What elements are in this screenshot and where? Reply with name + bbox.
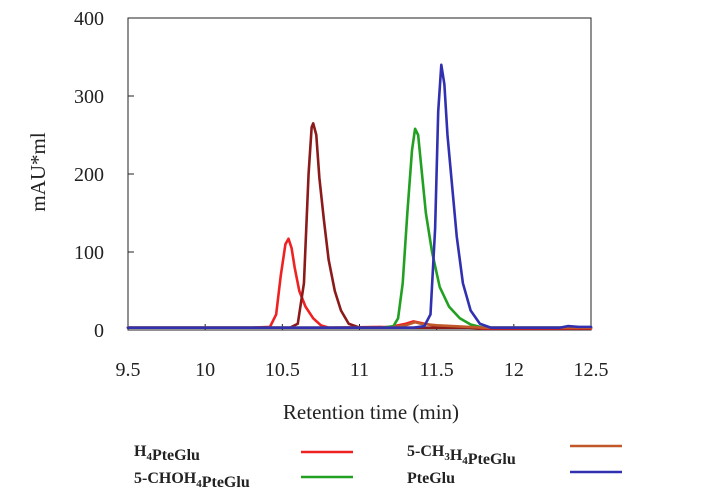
series-line-0: [126, 237, 593, 330]
x-axis-title: Retention time (min): [283, 400, 459, 424]
x-tick-label: 10.5: [265, 359, 300, 381]
y-tick-label: 400: [74, 8, 104, 30]
y-axis-title: mAU*ml: [26, 132, 50, 212]
series-line-4: [126, 63, 593, 329]
x-tick-label: 9.5: [116, 359, 141, 381]
x-tick-label: 12: [504, 359, 524, 381]
series-line-2: [126, 127, 593, 329]
legend-label-2: 5-CH3H4PteGlu: [407, 443, 516, 468]
x-tick-label: 12.5: [574, 359, 609, 381]
x-axis: 9.5 10 10.5 11 11.5 12 12.5: [116, 324, 609, 381]
series-layer: [126, 63, 593, 330]
legend-label-3: PteGlu: [407, 470, 455, 487]
y-tick-label: 200: [74, 164, 104, 186]
x-tick-label: 11.5: [420, 359, 454, 381]
legend-label-1: 5-CHOH4PteGlu: [134, 470, 250, 491]
legend: H4PteGlu 5-CHOH4PteGlu 5-CH3H4PteGlu PteGlu: [134, 443, 622, 491]
x-tick-label: 10: [195, 359, 215, 381]
y-axis: 0 100 200 300 400: [74, 8, 134, 342]
y-tick-label: 100: [74, 242, 104, 264]
x-tick-label: 11: [350, 359, 369, 381]
y-tick-label: 300: [74, 86, 104, 108]
legend-label-0: H4PteGlu: [134, 443, 200, 464]
plot-frame: [127, 17, 592, 331]
y-tick-label: 0: [94, 320, 104, 342]
series-line-1: [126, 122, 593, 329]
